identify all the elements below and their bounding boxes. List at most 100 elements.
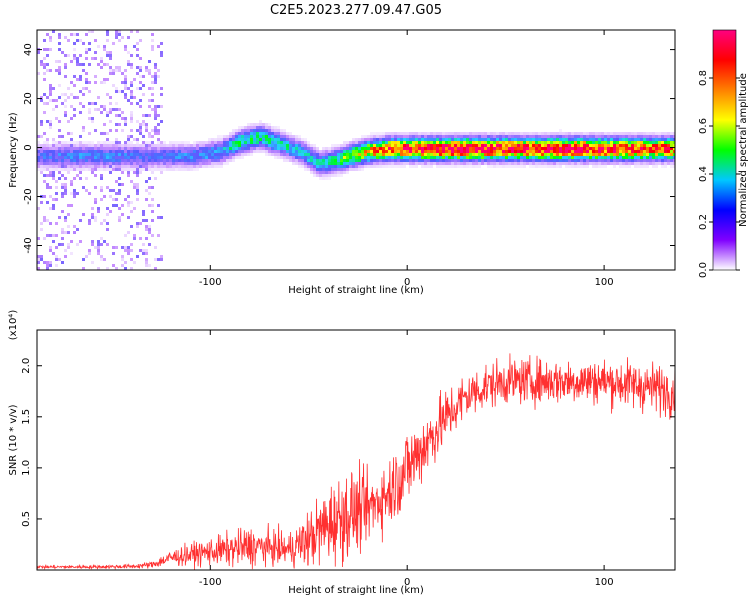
heatmap-cell: [352, 168, 355, 171]
heatmap-cell: [331, 168, 334, 171]
heatmap-cell: [475, 159, 478, 162]
heatmap-cell: [538, 156, 541, 159]
heatmap-cell: [157, 123, 160, 126]
heatmap-cell: [76, 39, 79, 42]
heatmap-cell: [595, 135, 598, 138]
heatmap-cell: [565, 150, 568, 153]
heatmap-cell: [478, 162, 481, 165]
heatmap-cell: [109, 108, 112, 111]
heatmap-cell: [391, 165, 394, 168]
heatmap-cell: [544, 147, 547, 150]
colorbar-ticks: 0.00.20.40.60.8: [698, 70, 740, 278]
heatmap-cell: [316, 156, 319, 159]
heatmap-cell: [73, 48, 76, 51]
heatmap-cell: [175, 162, 178, 165]
heatmap-cell: [535, 141, 538, 144]
heatmap-cell: [490, 147, 493, 150]
heatmap-cell: [142, 162, 145, 165]
heatmap-cell: [457, 162, 460, 165]
heatmap-cell: [484, 162, 487, 165]
heatmap-cell: [160, 120, 163, 123]
heatmap-cell: [274, 129, 277, 132]
heatmap-cell: [106, 132, 109, 135]
heatmap-cell: [352, 138, 355, 141]
heatmap-cell: [514, 156, 517, 159]
heatmap-cell: [208, 153, 211, 156]
heatmap-cell: [166, 159, 169, 162]
heatmap-cell: [244, 147, 247, 150]
heatmap-cell: [547, 144, 550, 147]
heatmap-cell: [118, 189, 121, 192]
heatmap-cell: [148, 135, 151, 138]
heatmap-cell: [244, 129, 247, 132]
heatmap-cell: [526, 141, 529, 144]
heatmap-cell: [424, 141, 427, 144]
heatmap-cell: [226, 156, 229, 159]
heatmap-cell: [568, 159, 571, 162]
heatmap-cell: [505, 156, 508, 159]
heatmap-cell: [46, 165, 49, 168]
heatmap-cell: [211, 156, 214, 159]
heatmap-cell: [424, 162, 427, 165]
heatmap-cell: [265, 132, 268, 135]
heatmap-cell: [148, 168, 151, 171]
heatmap-cell: [70, 204, 73, 207]
heatmap-cell: [103, 150, 106, 153]
heatmap-cell: [49, 165, 52, 168]
heatmap-cell: [418, 162, 421, 165]
heatmap-cell: [136, 129, 139, 132]
heatmap-cell: [85, 162, 88, 165]
heatmap-cell: [565, 156, 568, 159]
y-tick-label: 1.5: [21, 409, 32, 425]
heatmap-cell: [46, 159, 49, 162]
heatmap-cell: [226, 144, 229, 147]
heatmap-cell: [559, 150, 562, 153]
heatmap-cell: [82, 63, 85, 66]
heatmap-cell: [403, 141, 406, 144]
heatmap-cell: [319, 168, 322, 171]
heatmap-cell: [46, 144, 49, 147]
heatmap-cell: [256, 135, 259, 138]
heatmap-cell: [586, 141, 589, 144]
heatmap-cell: [79, 219, 82, 222]
heatmap-cell: [415, 162, 418, 165]
heatmap-cell: [76, 165, 79, 168]
heatmap-cell: [124, 123, 127, 126]
heatmap-cell: [64, 231, 67, 234]
heatmap-cell: [91, 216, 94, 219]
heatmap-cell: [673, 156, 675, 159]
heatmap-cell: [520, 147, 523, 150]
heatmap-cell: [64, 216, 67, 219]
heatmap-cell: [559, 159, 562, 162]
heatmap-cell: [40, 201, 43, 204]
heatmap-cell: [202, 141, 205, 144]
heatmap-cell: [496, 162, 499, 165]
heatmap-cell: [328, 165, 331, 168]
heatmap-cell: [88, 249, 91, 252]
heatmap-cell: [58, 156, 61, 159]
heatmap-cell: [652, 132, 655, 135]
heatmap-cell: [172, 144, 175, 147]
heatmap-cell: [241, 129, 244, 132]
heatmap-cell: [247, 153, 250, 156]
heatmap-cell: [280, 129, 283, 132]
heatmap-cell: [130, 84, 133, 87]
heatmap-cell: [55, 255, 58, 258]
heatmap-cell: [535, 153, 538, 156]
heatmap-cell: [100, 81, 103, 84]
heatmap-cell: [286, 135, 289, 138]
heatmap-cell: [169, 168, 172, 171]
heatmap-cell: [151, 234, 154, 237]
heatmap-cell: [40, 123, 43, 126]
heatmap-cell: [259, 132, 262, 135]
heatmap-cell: [136, 87, 139, 90]
heatmap-cell: [547, 150, 550, 153]
heatmap-cell: [364, 153, 367, 156]
heatmap-cell: [67, 87, 70, 90]
heatmap-cell: [184, 162, 187, 165]
heatmap-cell: [169, 162, 172, 165]
heatmap-cell: [202, 153, 205, 156]
heatmap-cell: [58, 120, 61, 123]
heatmap-cell: [412, 132, 415, 135]
heatmap-cell: [79, 168, 82, 171]
